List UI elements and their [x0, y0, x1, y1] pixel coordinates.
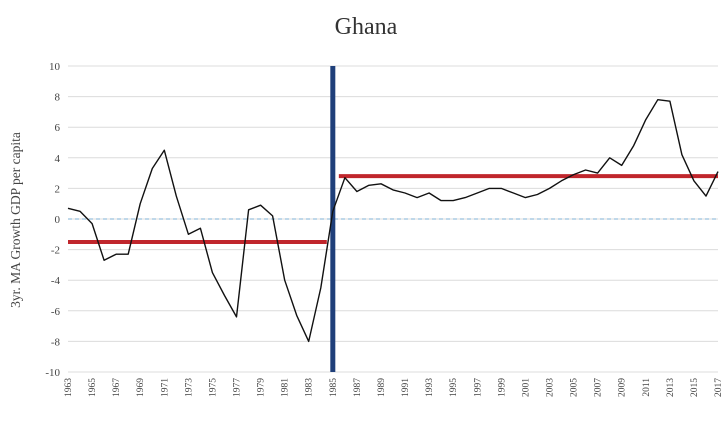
y-tick-label: 4	[55, 153, 61, 165]
y-tick-label: -4	[51, 275, 61, 287]
x-tick-label: 1963	[64, 378, 74, 397]
x-tick-label: 1979	[257, 378, 267, 397]
x-tick-label: 2005	[570, 378, 580, 397]
x-tick-label: 2017	[714, 378, 724, 397]
x-tick-label: 1995	[449, 378, 459, 397]
x-tick-label: 1993	[425, 378, 435, 397]
x-tick-label: 1967	[112, 378, 122, 397]
reference-lines	[68, 66, 718, 372]
y-tick-label: -2	[51, 245, 60, 257]
y-tick-label: -10	[45, 367, 60, 379]
x-tick-label: 1971	[160, 378, 170, 397]
x-tick-label: 1975	[208, 378, 218, 397]
chart-title: Ghana	[335, 14, 398, 40]
y-tick-labels: -10 -8 -6 -4 -2 0 2 4 6 8 10	[45, 61, 60, 379]
y-tick-label: 6	[55, 122, 61, 134]
x-tick-label: 1969	[136, 378, 146, 397]
x-tick-label: 1985	[329, 378, 339, 397]
x-tick-label: 1973	[184, 378, 194, 397]
y-tick-label: 0	[55, 214, 61, 226]
x-tick-label: 2013	[666, 378, 676, 397]
x-tick-label: 1965	[88, 378, 98, 397]
x-tick-labels: 1963 1965 1967 1969 1971 1973 1975 1977 1979 1981…	[64, 378, 724, 397]
y-axis-label: 3yr. MA Growth GDP per capita	[8, 132, 23, 308]
x-tick-label: 1999	[497, 378, 507, 397]
x-tick-label: 2009	[618, 378, 628, 397]
series	[67, 98, 719, 343]
x-tick-label: 1997	[473, 378, 483, 397]
series-line	[67, 98, 719, 343]
x-tick-label: 2011	[642, 378, 652, 397]
x-tick-label: 2003	[545, 378, 555, 397]
x-tick-label: 1983	[305, 378, 315, 397]
x-tick-label: 2001	[521, 378, 531, 397]
x-tick-label: 1989	[377, 378, 387, 397]
y-tick-label: 8	[55, 92, 61, 104]
x-tick-label: 1987	[353, 378, 363, 397]
y-tick-label: -6	[51, 306, 61, 318]
y-tick-label: 10	[49, 61, 61, 73]
x-tick-label: 2007	[594, 378, 604, 397]
x-tick-label: 2015	[690, 378, 700, 397]
y-tick-label: 2	[55, 183, 61, 195]
x-tick-label: 1981	[281, 378, 291, 397]
x-tick-label: 1991	[401, 378, 411, 397]
x-tick-label: 1977	[233, 378, 243, 397]
y-tick-label: -8	[51, 336, 61, 348]
